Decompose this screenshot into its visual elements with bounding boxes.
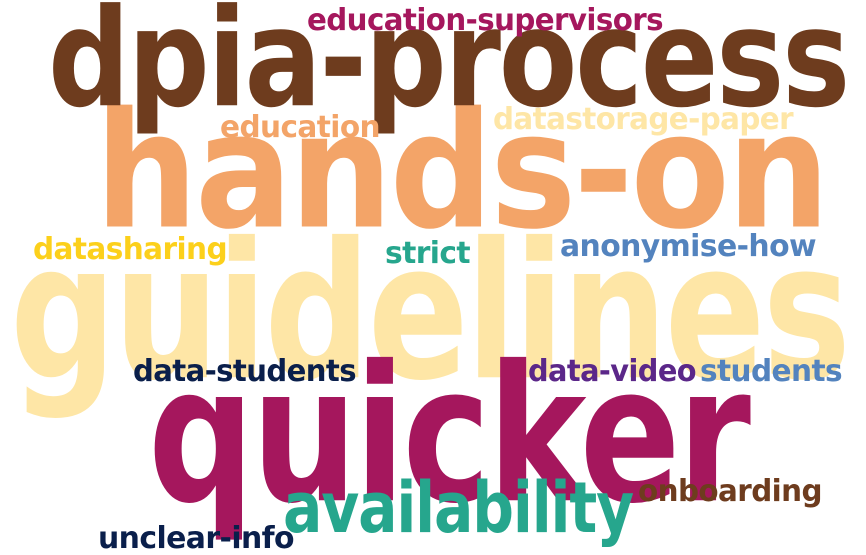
word-data-students: data-students (133, 353, 357, 389)
word-unclear-info: unclear-info (98, 520, 295, 555)
word-education-supervisors: education-supervisors (307, 2, 664, 38)
word-onboarding: onboarding (638, 473, 823, 509)
word-datastorage-paper: datastorage-paper (493, 101, 794, 137)
word-availability: availability (283, 466, 634, 550)
word-strict: strict (385, 235, 471, 271)
word-education: education (220, 109, 381, 145)
word-hands-on: hands-on (95, 78, 830, 266)
word-anonymise-how: anonymise-how (560, 228, 817, 264)
word-datasharing: datasharing (33, 231, 228, 267)
word-dpia-process: dpia-process (48, 0, 850, 138)
word-guidelines: guidelines (10, 201, 851, 422)
word-data-video: data-video (528, 353, 697, 389)
word-students: students (700, 353, 843, 389)
word-quicker: quicker (148, 324, 751, 545)
